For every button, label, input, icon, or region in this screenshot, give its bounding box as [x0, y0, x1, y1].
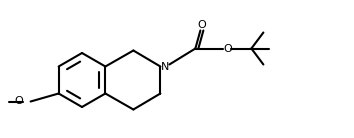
Text: O: O: [197, 21, 206, 30]
Text: O: O: [14, 96, 23, 107]
Text: N: N: [161, 62, 170, 71]
Text: O: O: [223, 43, 232, 54]
